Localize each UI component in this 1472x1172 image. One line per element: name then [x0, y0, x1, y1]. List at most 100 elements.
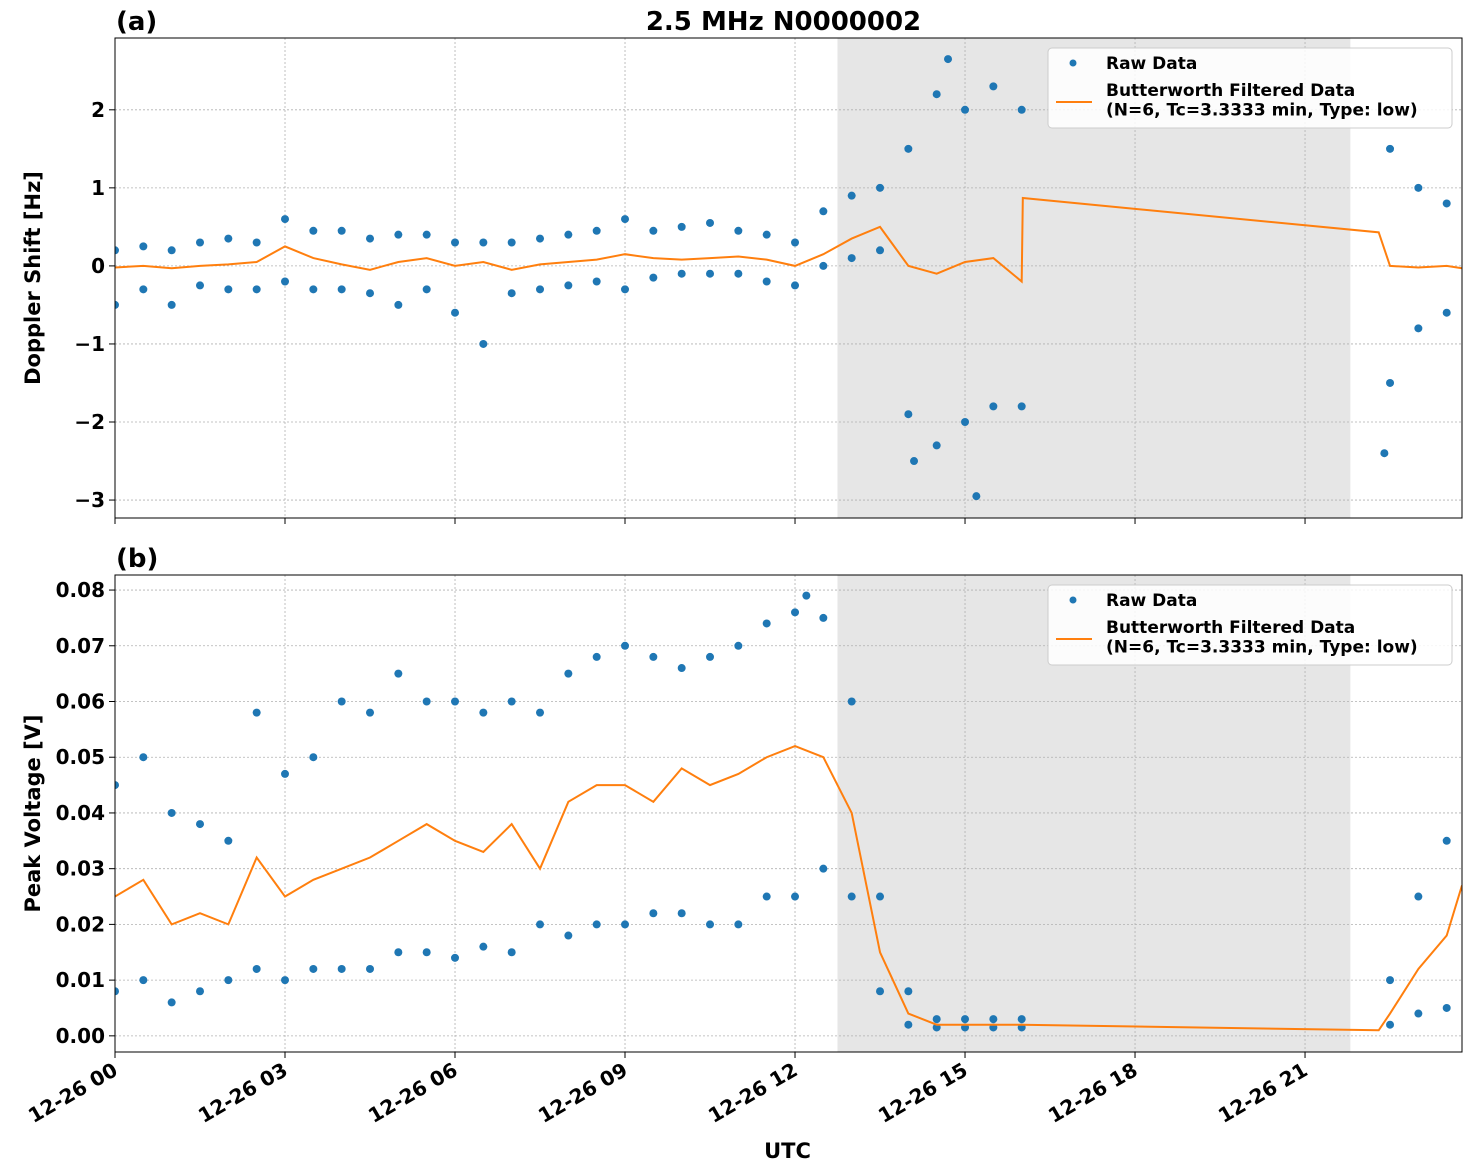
raw-point [394, 948, 403, 957]
raw-point [762, 619, 771, 628]
raw-point [819, 864, 828, 873]
raw-point [876, 892, 885, 901]
raw-point [281, 976, 290, 985]
raw-point [139, 242, 148, 251]
raw-point [762, 892, 771, 901]
raw-point [1442, 836, 1451, 845]
raw-point [536, 708, 545, 717]
raw-point [1380, 449, 1389, 458]
raw-point [1442, 1003, 1451, 1012]
raw-point [847, 254, 856, 263]
raw-point [366, 234, 375, 243]
raw-point [734, 641, 743, 650]
raw-point [507, 289, 516, 298]
y-tick-label: 2 [91, 98, 105, 122]
raw-point [1017, 105, 1026, 114]
x-tick-label: 12-26 12 [704, 1058, 802, 1128]
raw-point [564, 931, 573, 940]
y-tick-label: 0.08 [56, 578, 105, 602]
raw-point [802, 591, 811, 600]
raw-point [592, 226, 601, 235]
raw-point [677, 222, 686, 231]
raw-point [115, 987, 119, 996]
raw-point [366, 964, 375, 973]
legend-label: Raw Data [1106, 591, 1197, 611]
x-axis-label: UTC [764, 1139, 811, 1163]
y-tick-label: 0.02 [56, 912, 105, 936]
legend-box [1047, 584, 1453, 666]
panel-label: (b) [116, 544, 158, 574]
raw-point [394, 300, 403, 309]
plot-frame [114, 37, 1463, 519]
raw-point [422, 230, 431, 239]
raw-point [564, 230, 573, 239]
y-tick-label: 0.00 [56, 1024, 105, 1048]
raw-point [167, 998, 176, 1007]
raw-point [904, 144, 913, 153]
raw-point [394, 669, 403, 678]
raw-point [734, 920, 743, 929]
y-tick-label: −2 [74, 410, 105, 434]
plot-area [115, 591, 1462, 1032]
raw-point [791, 608, 800, 617]
raw-point [536, 285, 545, 294]
raw-point [536, 234, 545, 243]
chart-title: 2.5 MHz N0000002 [646, 7, 921, 37]
raw-point [252, 964, 261, 973]
raw-point [451, 697, 460, 706]
raw-point [847, 191, 856, 200]
raw-point [252, 708, 261, 717]
raw-point [706, 920, 715, 929]
raw-point [819, 207, 828, 216]
y-axis-label: Doppler Shift [Hz] [21, 171, 45, 385]
raw-point [1386, 976, 1395, 985]
raw-point [366, 289, 375, 298]
raw-point [972, 492, 981, 501]
raw-point [819, 613, 828, 622]
raw-point [167, 808, 176, 817]
raw-point [819, 261, 828, 270]
raw-point [196, 820, 205, 829]
raw-point [649, 226, 658, 235]
raw-point [167, 300, 176, 309]
raw-point [989, 1015, 998, 1024]
raw-point [1442, 199, 1451, 208]
y-tick-label: 0.07 [56, 634, 105, 658]
legend-label: Butterworth Filtered Data (N=6, Tc=3.333… [1106, 81, 1418, 121]
y-tick-label: 0.03 [56, 857, 105, 881]
x-tick-label: 12-26 06 [364, 1058, 462, 1128]
legend-marker [1069, 59, 1077, 67]
x-tick-label: 12-26 18 [1044, 1058, 1142, 1128]
x-tick-label: 12-26 03 [194, 1058, 292, 1128]
raw-point [876, 183, 885, 192]
raw-point [1414, 1009, 1423, 1018]
raw-point [847, 892, 856, 901]
raw-point [139, 976, 148, 985]
raw-point [1017, 402, 1026, 411]
raw-point [649, 909, 658, 918]
raw-point [281, 215, 290, 224]
raw-point [337, 226, 346, 235]
raw-point [847, 697, 856, 706]
raw-point [281, 277, 290, 286]
raw-point [139, 753, 148, 762]
legend-label: Butterworth Filtered Data (N=6, Tc=3.333… [1106, 618, 1418, 658]
raw-point [1414, 892, 1423, 901]
raw-point [196, 281, 205, 290]
raw-point [944, 55, 953, 64]
raw-point [479, 942, 488, 951]
raw-point [252, 285, 261, 294]
raw-point [309, 285, 318, 294]
raw-point [115, 781, 119, 790]
raw-point [961, 105, 970, 114]
raw-point [115, 300, 119, 309]
raw-point [904, 987, 913, 996]
raw-point [507, 238, 516, 247]
raw-point [196, 987, 205, 996]
y-tick-label: 0 [91, 254, 105, 278]
raw-point [422, 285, 431, 294]
raw-point [677, 269, 686, 278]
raw-point [961, 1015, 970, 1024]
raw-point [281, 769, 290, 778]
raw-point [479, 708, 488, 717]
